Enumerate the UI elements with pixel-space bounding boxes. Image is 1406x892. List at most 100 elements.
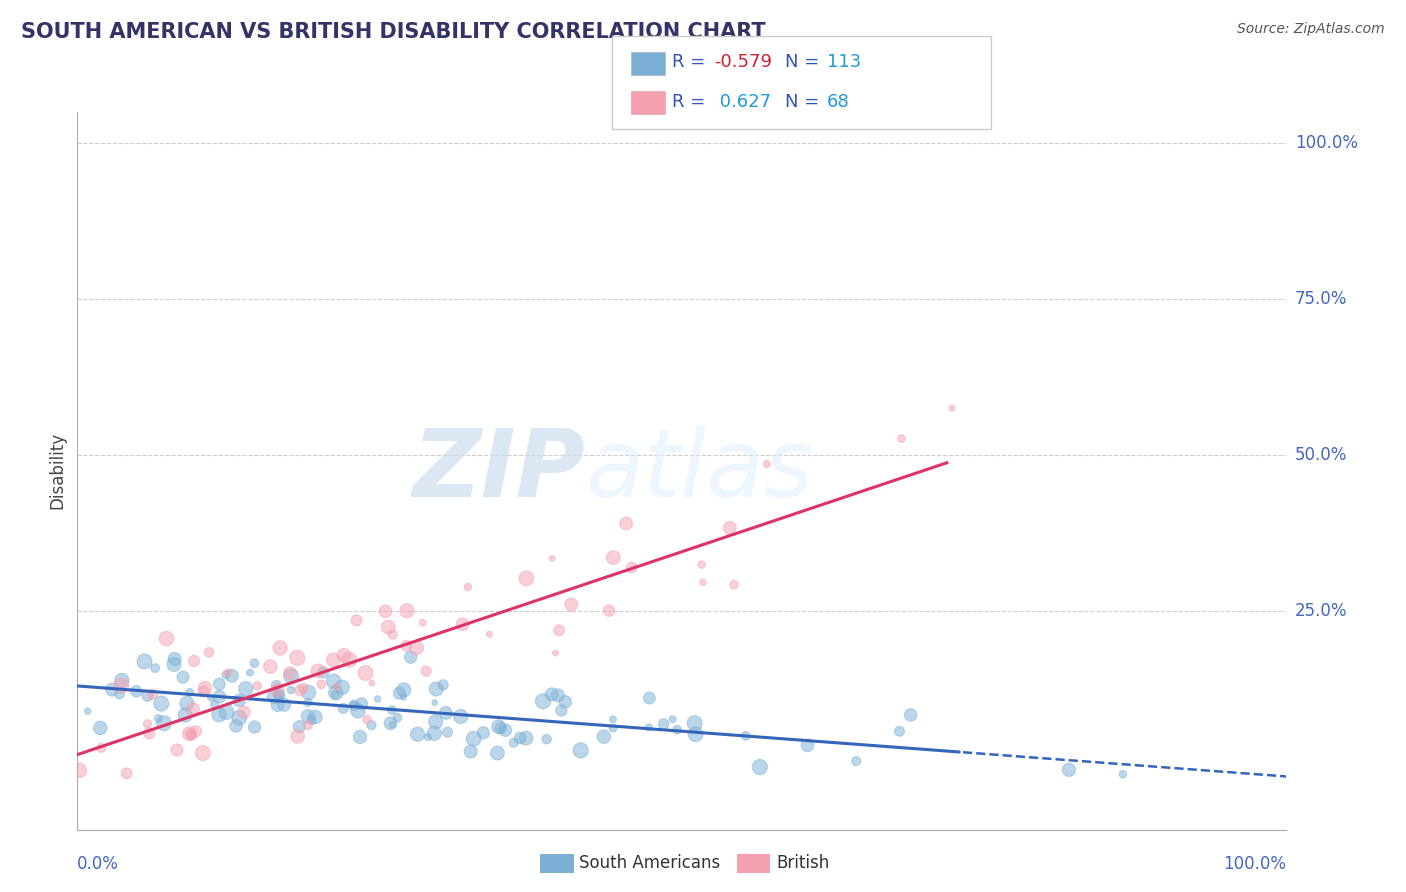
Point [273, 698, 295, 712]
Point [269, 640, 291, 655]
Point [330, 680, 353, 694]
Point [141, 687, 163, 701]
Point [179, 685, 201, 699]
Point [174, 708, 197, 723]
Point [392, 682, 415, 697]
Point [486, 746, 509, 760]
Point [266, 683, 288, 698]
Point [307, 664, 329, 678]
Point [423, 726, 446, 740]
Point [718, 521, 741, 535]
Point [76, 704, 98, 718]
Point [374, 604, 396, 618]
Point [544, 646, 567, 660]
Point [194, 681, 217, 695]
Point [602, 712, 624, 726]
Point [285, 651, 308, 665]
Point [89, 721, 111, 735]
Point [463, 731, 485, 746]
Point [416, 730, 439, 744]
Point [592, 730, 614, 744]
Point [690, 558, 713, 572]
Point [243, 656, 266, 670]
Point [235, 681, 257, 696]
Point [488, 720, 510, 734]
Point [143, 661, 166, 675]
Point [217, 665, 239, 680]
Point [181, 702, 204, 716]
Point [134, 655, 156, 669]
Point [541, 551, 564, 566]
Point [215, 667, 238, 681]
Point [172, 670, 194, 684]
Point [228, 693, 250, 707]
Point [412, 615, 434, 630]
Text: R =: R = [672, 54, 711, 71]
Point [136, 716, 159, 731]
Point [322, 653, 344, 667]
Text: 100.0%: 100.0% [1295, 134, 1358, 152]
Point [436, 725, 458, 739]
Text: R =: R = [672, 93, 711, 111]
Point [509, 731, 531, 745]
Point [495, 723, 517, 738]
Point [502, 736, 524, 750]
Point [450, 709, 472, 723]
Point [548, 624, 571, 638]
Point [541, 687, 564, 701]
Point [356, 713, 378, 727]
Point [246, 679, 269, 693]
Point [406, 727, 429, 741]
Point [208, 677, 231, 691]
Point [381, 627, 404, 641]
Point [550, 704, 572, 718]
Point [166, 743, 188, 757]
Point [228, 711, 250, 725]
Point [312, 665, 335, 680]
Point [661, 712, 683, 726]
Point [263, 690, 285, 704]
Point [200, 690, 222, 705]
Point [755, 457, 778, 471]
Point [381, 718, 404, 732]
Point [569, 743, 592, 757]
Point [602, 721, 624, 735]
Point [392, 690, 415, 705]
Point [395, 639, 418, 653]
Point [387, 711, 409, 725]
Point [889, 724, 911, 739]
Point [423, 696, 446, 710]
Point [489, 721, 512, 735]
Point [748, 760, 770, 774]
Point [685, 727, 707, 741]
Text: -0.579: -0.579 [714, 54, 772, 71]
Point [460, 745, 482, 759]
Point [208, 690, 231, 704]
Point [415, 664, 437, 678]
Point [163, 652, 186, 666]
Point [110, 679, 132, 693]
Point [342, 698, 364, 712]
Point [322, 674, 344, 689]
Point [637, 720, 659, 734]
Point [941, 401, 963, 416]
Point [325, 686, 347, 700]
Point [138, 726, 160, 740]
Point [547, 688, 569, 702]
Point [163, 657, 186, 672]
Point [90, 740, 112, 755]
Point [125, 684, 148, 698]
Point [337, 653, 360, 667]
Point [845, 754, 868, 768]
Text: 0.0%: 0.0% [77, 855, 120, 872]
Point [360, 676, 382, 690]
Point [652, 717, 675, 731]
Point [1112, 767, 1135, 781]
Point [115, 766, 138, 780]
Point [638, 691, 661, 706]
Text: 100.0%: 100.0% [1223, 855, 1286, 872]
Point [180, 729, 202, 743]
Point [266, 698, 288, 713]
Point [280, 682, 302, 697]
Point [346, 614, 368, 628]
